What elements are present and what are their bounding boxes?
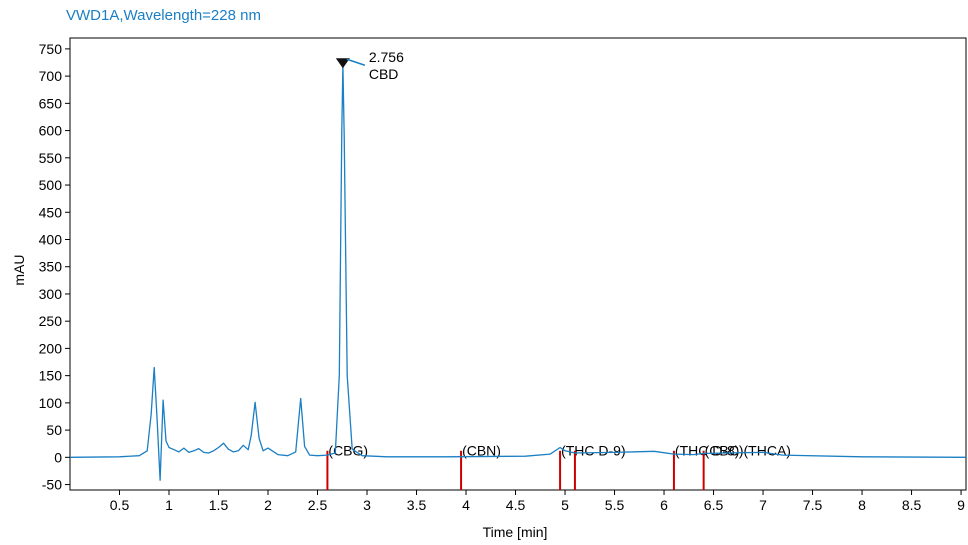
- y-axis: -50 0 50 100 150 200 250 300 350 400 450 500 550 600 6…: [39, 41, 70, 493]
- x-tick-label: 3.5: [407, 497, 427, 513]
- peak-time-label: 2.756: [369, 49, 404, 65]
- y-tick-label: 500: [39, 177, 63, 193]
- y-tick-label: 250: [39, 313, 63, 329]
- peak-name-label: CBD: [369, 66, 399, 82]
- x-axis-title: Time [min]: [483, 524, 548, 540]
- component-marker-label: (THC D-9): [561, 442, 626, 458]
- x-tick-label: 6: [660, 497, 668, 513]
- chart-title: VWD1A,Wavelength=228 nm: [66, 7, 261, 24]
- x-tick-label: 5.5: [605, 497, 625, 513]
- y-tick-label: 150: [39, 368, 63, 384]
- x-tick-label: 5: [561, 497, 569, 513]
- y-tick-label: -50: [42, 477, 62, 493]
- y-tick-label: 400: [39, 231, 63, 247]
- x-tick-label: 1.5: [209, 497, 229, 513]
- y-tick-label: 650: [39, 95, 63, 111]
- y-tick-label: 450: [39, 204, 63, 220]
- x-tick-label: 1: [165, 497, 173, 513]
- y-axis-title: mAU: [11, 254, 27, 285]
- x-tick-label: 2.5: [308, 497, 328, 513]
- x-tick-label: 2: [264, 497, 272, 513]
- x-tick-label: 9: [957, 497, 965, 513]
- y-tick-label: 300: [39, 286, 63, 302]
- y-tick-label: 350: [39, 259, 63, 275]
- y-tick-label: 0: [54, 449, 62, 465]
- x-tick-label: 4: [462, 497, 470, 513]
- component-marker-label: (CBN): [462, 442, 501, 458]
- y-tick-label: 200: [39, 340, 63, 356]
- plot-frame: [69, 37, 967, 491]
- x-tick-label: 0.5: [110, 497, 130, 513]
- y-tick-label: 700: [39, 68, 63, 84]
- y-tick-label: 600: [39, 123, 63, 139]
- component-markers: (CBG) (CBN) (THC D-9) (THC D-8)(CBC)(THCA): [326, 442, 791, 490]
- x-axis: 0.5 1 1.5 2 2.5 3 3.5 4 4.5 5 5.5 6 6.5 7 7.5 8 8.5 9: [110, 490, 965, 513]
- y-tick-label: 550: [39, 150, 63, 166]
- x-tick-label: 7: [759, 497, 767, 513]
- y-tick-label: 750: [39, 41, 63, 57]
- x-tick-label: 3: [363, 497, 371, 513]
- peak-marker: [335, 58, 350, 69]
- x-tick-label: 4.5: [506, 497, 526, 513]
- y-tick-label: 100: [39, 395, 63, 411]
- x-tick-label: 7.5: [803, 497, 823, 513]
- component-marker-label: (CBC)(THCA): [705, 442, 791, 458]
- y-tick-label: 50: [46, 422, 62, 438]
- x-tick-label: 6.5: [704, 497, 724, 513]
- x-tick-label: 8: [858, 497, 866, 513]
- peak-leader-line: [346, 58, 366, 66]
- component-marker-label: (CBG): [328, 442, 368, 458]
- signal-series: [69, 64, 967, 481]
- x-tick-label: 8.5: [902, 497, 922, 513]
- signal-line: [69, 64, 967, 481]
